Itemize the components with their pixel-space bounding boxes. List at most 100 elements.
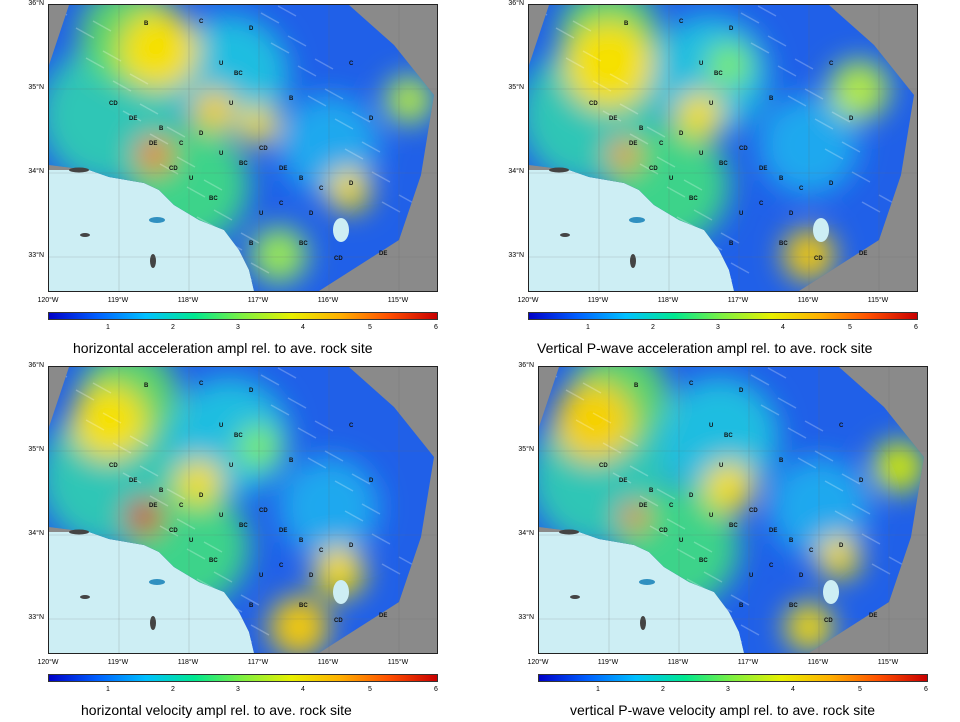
island (549, 167, 569, 173)
site-code-label: BC (239, 523, 248, 529)
amplification-field (49, 5, 434, 291)
site-code-label: U (189, 176, 193, 182)
site-code-label: U (719, 463, 723, 469)
site-code-label: U (709, 423, 713, 429)
amplification-field (539, 367, 924, 653)
colorbar-tick-label: 3 (236, 686, 240, 693)
site-code-label: B (739, 603, 744, 609)
site-code-label: B (159, 488, 164, 494)
site-code-label: B (779, 458, 784, 464)
lake (333, 580, 349, 604)
colorbar (528, 312, 918, 320)
longitude-label: 115°W (877, 659, 899, 666)
site-code-label: B (289, 96, 294, 102)
latitude-label: 34°N (508, 168, 524, 175)
site-code-label: D (679, 131, 684, 137)
ocean (529, 170, 734, 291)
longitude-label: 119°W (597, 659, 619, 666)
site-code-label: D (849, 116, 854, 122)
site-code-label: BC (234, 71, 243, 77)
island (629, 217, 645, 223)
site-code-label: B (299, 538, 304, 544)
site-code-label: C (689, 381, 694, 387)
site-code-label: C (679, 19, 684, 25)
island (80, 595, 90, 599)
colorbar-tick-label: 6 (434, 686, 438, 693)
site-code-label: C (179, 503, 184, 509)
site-code-label: D (829, 181, 834, 187)
longitude-label: 116°W (807, 659, 829, 666)
site-code-label: D (309, 211, 314, 217)
site-code-label: CD (589, 101, 598, 107)
site-code-label: U (699, 151, 703, 157)
colorbar-tick-label: 1 (106, 686, 110, 693)
site-code-label: CD (649, 166, 658, 172)
colorbar-tick-label: 2 (661, 686, 665, 693)
site-code-label: DE (129, 116, 137, 122)
site-code-label: D (729, 26, 734, 32)
site-code-label: CD (659, 528, 668, 534)
ocean (539, 532, 744, 653)
colorbar-tick-label: 2 (651, 324, 655, 331)
longitude-label: 115°W (387, 297, 409, 304)
colorbar-tick-label: 2 (171, 324, 175, 331)
site-code-label: U (749, 573, 753, 579)
latitude-label: 36°N (28, 0, 44, 7)
site-code-label: U (189, 538, 193, 544)
longitude-label: 117°W (247, 297, 269, 304)
site-code-label: C (279, 201, 284, 207)
colorbar-tick-label: 1 (596, 686, 600, 693)
site-code-label: U (679, 538, 683, 544)
site-code-label: DE (859, 251, 867, 257)
site-code-label: U (259, 573, 263, 579)
site-code-label: U (259, 211, 263, 217)
site-code-label: C (799, 186, 804, 192)
site-code-label: CD (749, 508, 758, 514)
site-code-label: D (799, 573, 804, 579)
site-code-label: CD (824, 618, 833, 624)
site-code-label: C (829, 61, 834, 67)
panel-caption: horizontal acceleration ampl rel. to ave… (73, 340, 373, 356)
site-code-label: U (229, 101, 233, 107)
site-code-label: B (639, 126, 644, 132)
site-code-label: B (624, 21, 629, 27)
site-code-label: BC (779, 241, 788, 247)
site-code-label: U (709, 513, 713, 519)
site-code-label: C (349, 423, 354, 429)
site-code-label: B (634, 383, 639, 389)
site-code-label: CD (814, 256, 823, 262)
site-code-label: B (789, 538, 794, 544)
map-panel: B C D U BC CD DE B C D U BC CD DE B C D U BC CD DE B C D U BC CD DE… (480, 0, 950, 360)
site-code-label: D (349, 181, 354, 187)
site-code-label: DE (609, 116, 617, 122)
longitude-label: 116°W (317, 297, 339, 304)
colorbar-tick-label: 1 (106, 324, 110, 331)
site-code-label: D (839, 543, 844, 549)
site-code-label: DE (639, 503, 647, 509)
longitude-label: 119°W (587, 297, 609, 304)
colorbar-tick-label: 4 (301, 324, 305, 331)
panel-caption: vertical P-wave velocity ampl rel. to av… (570, 702, 875, 718)
colorbar-tick-label: 3 (726, 686, 730, 693)
map-panel: B C D U BC CD DE B C D U BC CD DE B C D U BC CD DE B C D U BC CD DE… (0, 0, 470, 360)
site-code-label: BC (239, 161, 248, 167)
site-code-label: BC (699, 558, 708, 564)
site-code-label: C (279, 563, 284, 569)
site-code-label: U (219, 151, 223, 157)
site-code-label: B (729, 241, 734, 247)
latitude-label: 36°N (508, 0, 524, 7)
panel-caption: horizontal velocity ampl rel. to ave. ro… (81, 702, 352, 718)
colorbar-tick-label: 1 (586, 324, 590, 331)
site-code-label: DE (629, 141, 637, 147)
colorbar-tick-label: 6 (924, 686, 928, 693)
site-code-label: B (144, 21, 149, 27)
site-code-label: DE (279, 528, 287, 534)
colorbar-tick-label: 5 (368, 686, 372, 693)
site-code-label: D (369, 478, 374, 484)
site-code-label: CD (259, 146, 268, 152)
site-code-label: D (249, 388, 254, 394)
island (69, 167, 89, 173)
site-code-label: C (319, 548, 324, 554)
site-code-label: DE (759, 166, 767, 172)
island (149, 579, 165, 585)
